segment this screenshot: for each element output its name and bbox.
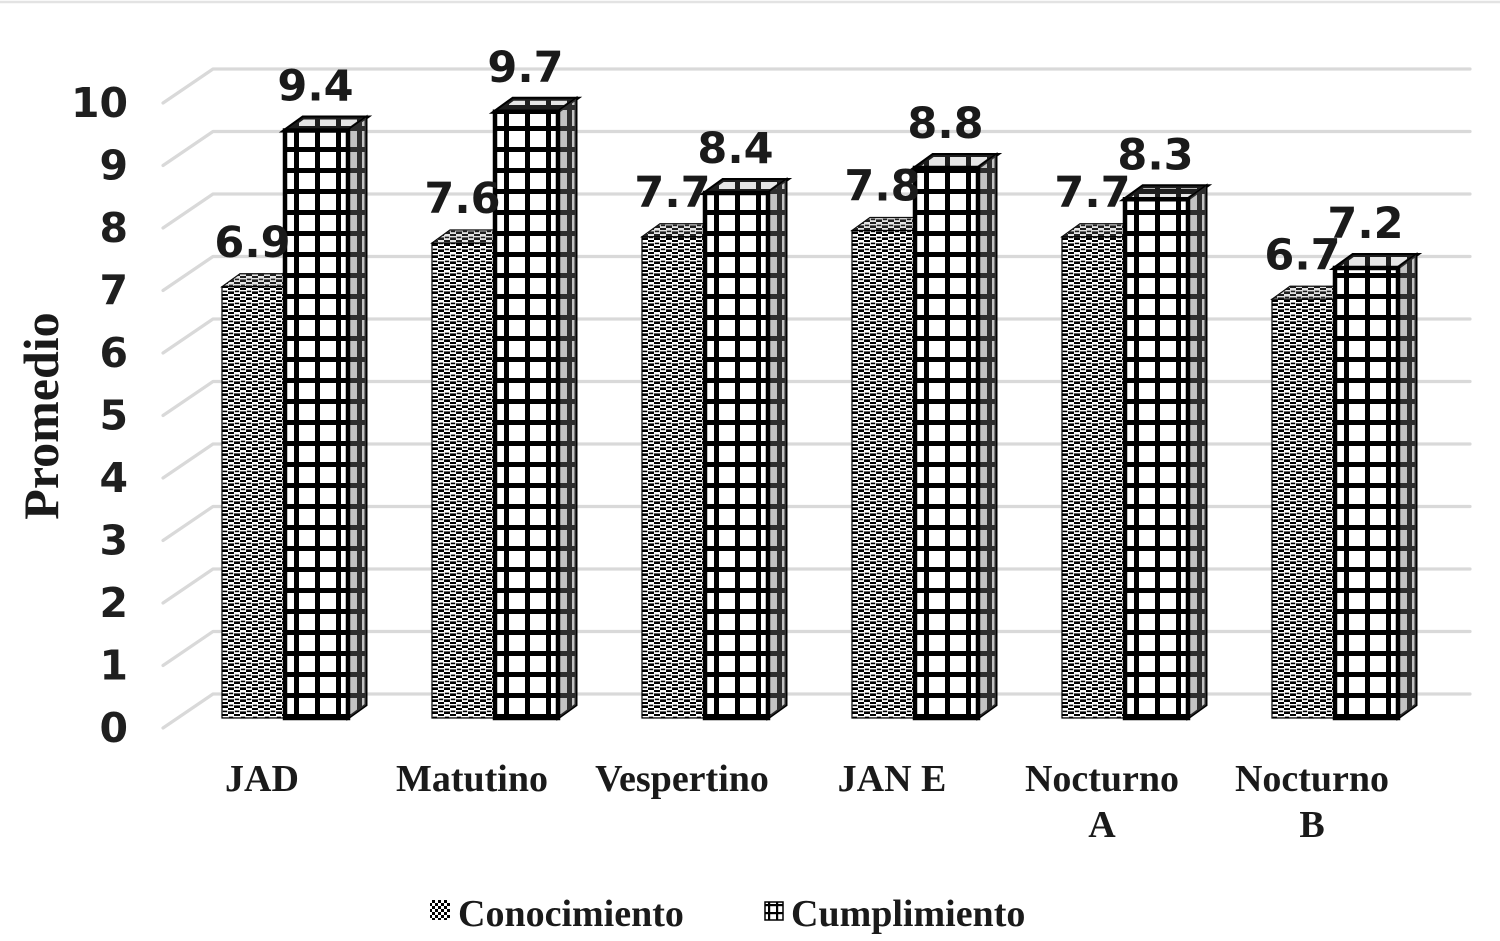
data-label-cumplimiento-nocturno-a: 8.3: [1117, 130, 1193, 180]
legend-label-cumplimiento: Cumplimiento: [791, 893, 1025, 935]
category-label-vespertino: Vespertino: [595, 758, 769, 800]
data-label-cumplimiento-vespertino: 8.4: [697, 124, 773, 174]
gridline-4: [161, 442, 1472, 480]
gridline-5: [161, 379, 1472, 418]
data-label-cumplimiento-nocturno-b: 7.2: [1327, 199, 1403, 249]
y-axis-ticks-layer: 0 1 2 3 4 5 6 7 8 9 10: [71, 79, 128, 752]
data-label-cumplimiento-matutino: 9.7: [487, 43, 563, 93]
bar-cumplimiento-nocturno-a: [1118, 183, 1213, 721]
bar-cumplimiento-jan-e: [908, 152, 1003, 721]
data-label-conocimiento-nocturno-a: 7.7: [1054, 168, 1130, 218]
bar-top-shade: [1335, 255, 1416, 268]
bar-cumplimiento-jad: [278, 114, 373, 721]
data-labels-layer: 6.99.47.69.77.78.47.88.87.78.36.77.2: [214, 43, 1403, 281]
bar-top-shade: [495, 98, 576, 112]
bar-front-face: [1061, 236, 1126, 719]
bar-top-shade: [705, 180, 786, 193]
y-tick-label-5: 5: [99, 392, 128, 440]
category-label-jan-e: JAN E: [838, 758, 947, 800]
bar-side-shade: [1398, 255, 1416, 718]
category-label-nocturno-b-line2: B: [1299, 804, 1324, 846]
bar-top-shade: [1125, 186, 1206, 200]
y-tick-label-3: 3: [99, 517, 128, 565]
gridline-2: [161, 567, 1472, 605]
gridline-0: [161, 692, 1472, 730]
category-label-matutino: Matutino: [396, 758, 548, 800]
y-tick-label-0: 0: [99, 704, 128, 752]
bar-front-face: [282, 128, 351, 721]
bar-front-face: [851, 229, 916, 719]
y-tick-label-2: 2: [99, 579, 128, 627]
bar-front-face: [431, 242, 496, 719]
category-label-nocturno-b: Nocturno: [1235, 758, 1389, 800]
legend-item-cumplimiento: Cumplimiento: [764, 893, 1025, 935]
bars-layer: [220, 95, 1423, 721]
data-label-conocimiento-jad: 6.9: [214, 218, 290, 268]
y-tick-label-8: 8: [99, 204, 128, 252]
bar-front-face: [492, 109, 561, 721]
gridline-8: [161, 192, 1472, 230]
bar-front-face: [702, 190, 771, 721]
bar-cumplimiento-vespertino: [698, 177, 793, 721]
y-axis-title: Promedio: [13, 312, 69, 519]
data-label-cumplimiento-jan-e: 8.8: [907, 99, 983, 149]
gridlines-layer: [161, 67, 1472, 730]
legend-item-conocimiento: Conocimiento: [430, 893, 684, 935]
y-tick-label-6: 6: [99, 329, 128, 377]
gridline-3: [161, 504, 1472, 543]
gridline-10: [161, 67, 1472, 105]
bar-front-face: [641, 236, 706, 719]
legend: Conocimiento Cumplimiento: [430, 893, 1025, 935]
data-label-conocimiento-vespertino: 7.7: [634, 168, 710, 218]
bar-front-face: [1332, 265, 1401, 721]
bar-top-shade: [285, 117, 366, 131]
bar-front-face: [221, 286, 286, 719]
category-label-nocturno-a-line2: A: [1088, 804, 1116, 846]
data-label-conocimiento-nocturno-b: 6.7: [1264, 230, 1340, 280]
legend-swatch-checker-icon: [430, 900, 450, 920]
gridline-9: [161, 129, 1472, 168]
legend-swatch-grid-icon: [764, 901, 784, 921]
y-tick-label-1: 1: [99, 642, 128, 690]
bar-cumplimiento-matutino: [488, 95, 583, 721]
bar-side-shade: [768, 180, 786, 718]
y-tick-label-7: 7: [99, 267, 128, 315]
y-tick-label-4: 4: [99, 454, 128, 502]
bar-front-face: [1271, 298, 1336, 719]
bar-side-shade: [1188, 186, 1206, 718]
y-tick-label-9: 9: [99, 142, 128, 190]
bar-side-shade: [348, 117, 366, 718]
gridline-6: [161, 317, 1472, 355]
bar-side-shade: [978, 155, 996, 718]
bar-cumplimiento-nocturno-b: [1328, 252, 1423, 721]
category-label-jad: JAD: [225, 758, 299, 800]
category-label-nocturno-a: Nocturno: [1025, 758, 1179, 800]
bar-side-shade: [558, 98, 576, 718]
gridline-1: [161, 629, 1472, 668]
data-label-conocimiento-jan-e: 7.8: [844, 162, 920, 212]
data-label-conocimiento-matutino: 7.6: [424, 174, 500, 224]
x-axis-categories-layer: JAD Matutino Vespertino JAN E NocturnoANoctu…: [225, 758, 1389, 846]
y-tick-label-10: 10: [71, 79, 128, 127]
bar-top-shade: [915, 155, 996, 168]
bar-front-face: [912, 165, 981, 721]
gridline-7: [161, 254, 1472, 293]
bar-front-face: [1122, 197, 1191, 721]
legend-label-conocimiento: Conocimiento: [458, 893, 684, 935]
data-label-cumplimiento-jad: 9.4: [277, 62, 353, 112]
